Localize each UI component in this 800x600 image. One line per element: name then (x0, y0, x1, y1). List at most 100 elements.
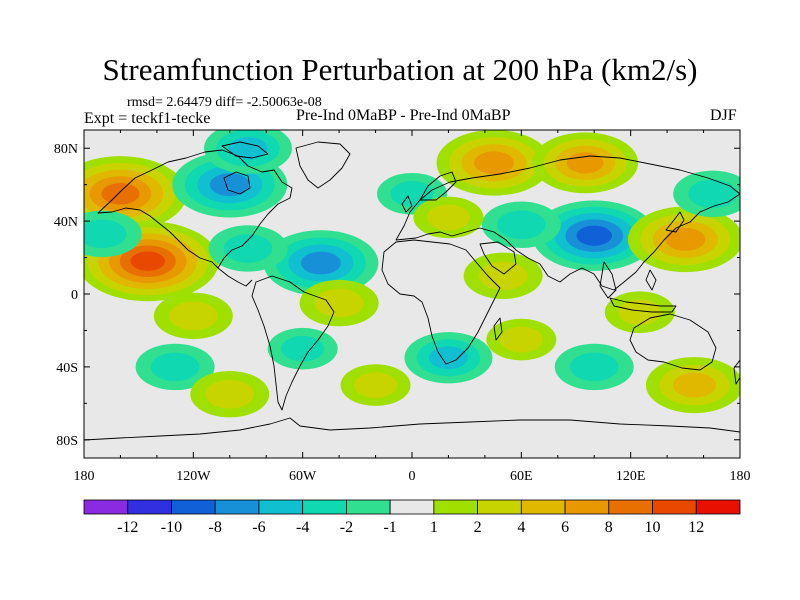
colorbar-swatch (520, 499, 566, 515)
lon-tick-label: 180 (730, 469, 751, 484)
coastline-new-zealand (733, 359, 740, 385)
field-anomaly-4 (263, 230, 379, 296)
field-anomaly-23 (486, 318, 557, 361)
field-anomaly-13 (153, 292, 233, 340)
field-anomaly-24 (267, 327, 338, 370)
colorbar-label: -2 (340, 519, 353, 536)
field-contour-fill (665, 227, 706, 251)
field-contour-fill (474, 151, 514, 175)
colorbar-swatch (477, 499, 522, 515)
coastline-greenland (295, 141, 351, 189)
colorbar-label: -1 (383, 519, 396, 536)
comparison-label: Pre-Ind 0MaBP - Pre-Ind 0MaBP (296, 107, 511, 124)
coastline-philippines (645, 269, 657, 291)
field-contour-fill (314, 288, 364, 318)
lon-tick-label: 60W (289, 469, 317, 484)
coastline-british-isles (401, 195, 413, 213)
season-label: DJF (710, 107, 737, 124)
field-anomaly-20 (554, 343, 634, 391)
field-anomaly-19 (404, 332, 493, 384)
colorbar-label: -8 (209, 519, 222, 536)
field-anomaly-17 (645, 357, 740, 414)
coastline-eurasia (395, 155, 740, 291)
field-contour-fill (499, 326, 543, 353)
field-contour-fill (566, 152, 604, 174)
colorbar-swatch (345, 499, 391, 515)
field-anomaly-11 (627, 206, 740, 273)
lat-tick-label: 40N (54, 215, 78, 230)
colorbar-label: 12 (688, 519, 704, 536)
coastline-south-america (251, 275, 335, 411)
field-anomaly-3 (204, 130, 292, 174)
colorbar-label: 1 (430, 519, 438, 536)
field-contour-fill (478, 261, 528, 291)
colorbar-label: -6 (252, 519, 265, 536)
colorbar-label: -10 (161, 519, 182, 536)
field-contour-fill (300, 251, 341, 275)
coastline-australia (629, 313, 717, 371)
colorbar-label: 8 (605, 519, 613, 536)
coastline-antarctica (84, 417, 740, 441)
field-anomaly-14 (299, 279, 379, 327)
field-contour-fill (497, 210, 546, 240)
field-anomaly-10 (481, 201, 561, 248)
field-contour-fill (101, 183, 140, 205)
field-contour-fill (228, 136, 268, 160)
colorbar-swatch (127, 499, 172, 515)
field-anomaly-26 (413, 196, 484, 239)
lon-tick-label: 120E (616, 469, 646, 484)
field-contour-fill (354, 372, 398, 398)
coastline-japan (665, 211, 685, 233)
colorbar-swatch (652, 499, 697, 515)
colorbar-swatch (389, 499, 435, 515)
colorbar-swatch (171, 499, 216, 515)
field-anomaly-15 (463, 252, 543, 299)
coastline-north-america (97, 149, 293, 269)
field-contour-fill (84, 219, 127, 249)
coastline-indonesia (609, 297, 677, 313)
coastline-arctic-islands (221, 141, 269, 159)
coastline-arabia (479, 241, 517, 275)
field-contour-fill (576, 225, 612, 246)
colorbar-swatch (258, 499, 304, 515)
colorbar-label: 10 (645, 519, 661, 536)
field-contour-fill (205, 379, 255, 409)
lon-tick-label: 0 (409, 469, 416, 484)
experiment-label: Expt = teckf1-tecke (84, 110, 211, 127)
field-contour-fill (426, 204, 470, 231)
colorbar-swatch (302, 499, 347, 515)
colorbar-label: -4 (296, 519, 309, 536)
coastline-hudson-bay (223, 171, 251, 195)
coastline-africa (381, 239, 501, 365)
map-ticks: 80N 40N 0 40S 80S 180 120W 60W 0 60E 120E 180 (54, 130, 751, 484)
field-contour-fill (672, 372, 716, 398)
field-anomaly-18 (135, 343, 215, 391)
colorbar-swatch (214, 499, 260, 515)
lat-tick-label: 80S (56, 434, 78, 449)
colorbar-label: 6 (561, 519, 569, 536)
lat-tick-label: 80N (54, 142, 78, 157)
lon-tick-label: 60E (510, 469, 533, 484)
colorbar: -12 -10 -8 -6 -4 -2 -1 1 2 4 6 8 10 12 (83, 499, 741, 536)
colorbar-swatch (608, 499, 653, 515)
field-anomaly-21 (340, 364, 411, 406)
colorbar-label: -12 (117, 519, 138, 536)
coastline-scandinavia (419, 171, 457, 201)
colorbar-swatch (83, 499, 129, 515)
lat-tick-label: 0 (71, 288, 78, 303)
field-contour-fill (688, 179, 737, 209)
field-contour-fill (223, 234, 273, 263)
field-contour-fill (169, 301, 218, 331)
colorbar-label: 4 (517, 519, 525, 536)
lat-tick-label: 40S (56, 361, 78, 376)
field-contour-fill (281, 335, 325, 362)
streamfunction-field (84, 130, 740, 458)
coastline-indochina (599, 261, 617, 299)
coastline-madagascar (493, 317, 503, 341)
coastline-central-america (217, 267, 253, 287)
field-anomaly-12 (673, 170, 740, 217)
coastlines (84, 141, 740, 441)
field-anomaly-22 (190, 371, 270, 418)
field-anomaly-6 (84, 210, 142, 258)
colorbar-swatch (564, 499, 610, 515)
